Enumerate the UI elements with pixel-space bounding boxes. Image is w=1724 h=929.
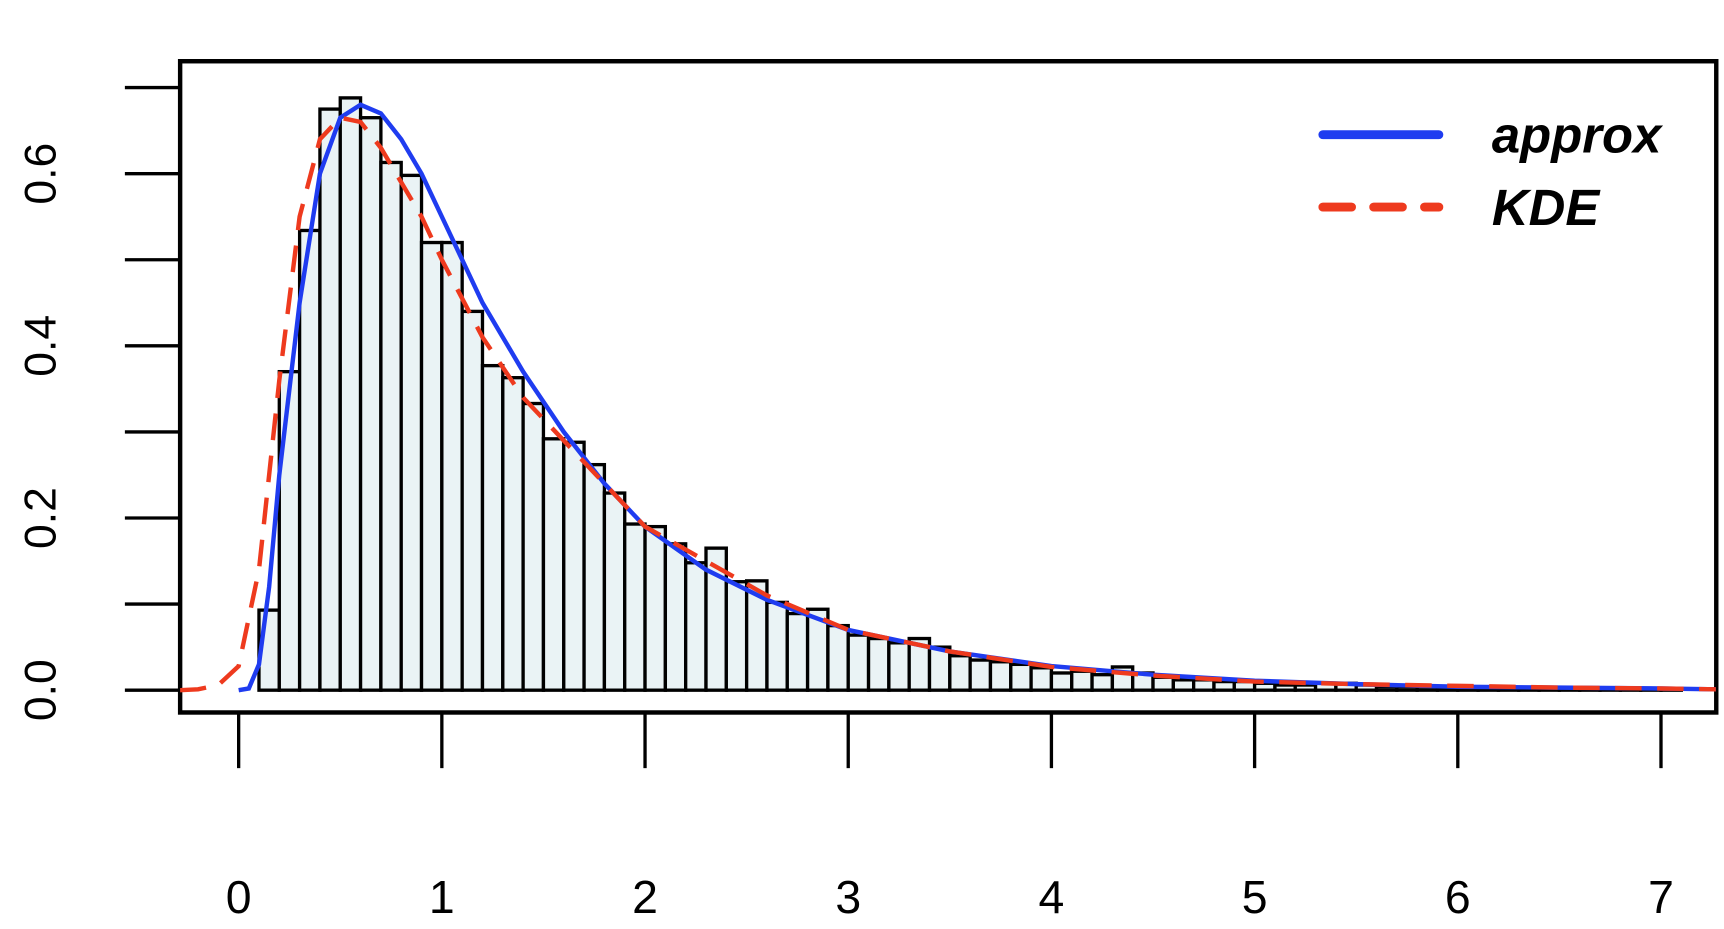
bar [562,440,586,692]
bar [399,173,424,692]
bar [501,376,525,692]
bar [1191,678,1216,692]
bar [623,522,647,692]
x-tick-label: 1 [429,871,455,923]
bar [1029,666,1054,692]
legend-label: KDE [1492,179,1601,236]
bar [277,369,302,692]
bar [1151,675,1175,692]
y-tick-label: 0.0 [16,659,65,721]
bar [1252,681,1277,692]
bar [338,96,363,692]
legend-label: approx [1492,106,1664,163]
bar [846,633,871,692]
bar [643,524,668,692]
bar [379,160,403,692]
y-tick-label: 0.6 [16,143,65,205]
bar [602,491,627,692]
bar [480,363,505,692]
x-tick-label: 3 [835,871,861,923]
bar [785,611,810,692]
x-tick-label: 6 [1445,871,1471,923]
x-tick-label: 5 [1242,871,1268,923]
bar [582,462,607,692]
density-line [238,102,1716,693]
x-tick-label: 2 [632,871,658,923]
bar [948,654,972,692]
bar [419,240,444,692]
bar [318,107,342,692]
bar [927,645,952,692]
bar [988,660,1013,692]
bar [887,641,911,692]
bar [440,240,464,692]
bar [1009,662,1033,692]
bar [765,600,789,692]
density-line [180,115,1716,693]
bar [541,437,566,692]
bar [297,228,322,692]
plot-frame [177,59,1719,715]
bar [684,561,708,692]
y-tick-label: 0.4 [16,315,65,377]
x-tick-label: 0 [226,871,252,923]
bar [968,658,993,692]
bar [663,542,688,692]
bar [1171,678,1196,692]
x-tick-label: 4 [1039,871,1065,923]
bar [521,401,546,692]
bar [1293,683,1318,692]
bar [866,636,891,692]
x-tick-label: 7 [1648,871,1674,923]
bar [1049,671,1074,692]
bar [358,116,383,692]
bar [1212,679,1236,692]
bar [1273,683,1297,692]
bar [1070,669,1094,692]
y-tick-label: 0.2 [16,487,65,549]
bar [724,580,749,692]
bar [1090,673,1115,692]
bar [826,623,850,692]
bar [460,309,485,692]
